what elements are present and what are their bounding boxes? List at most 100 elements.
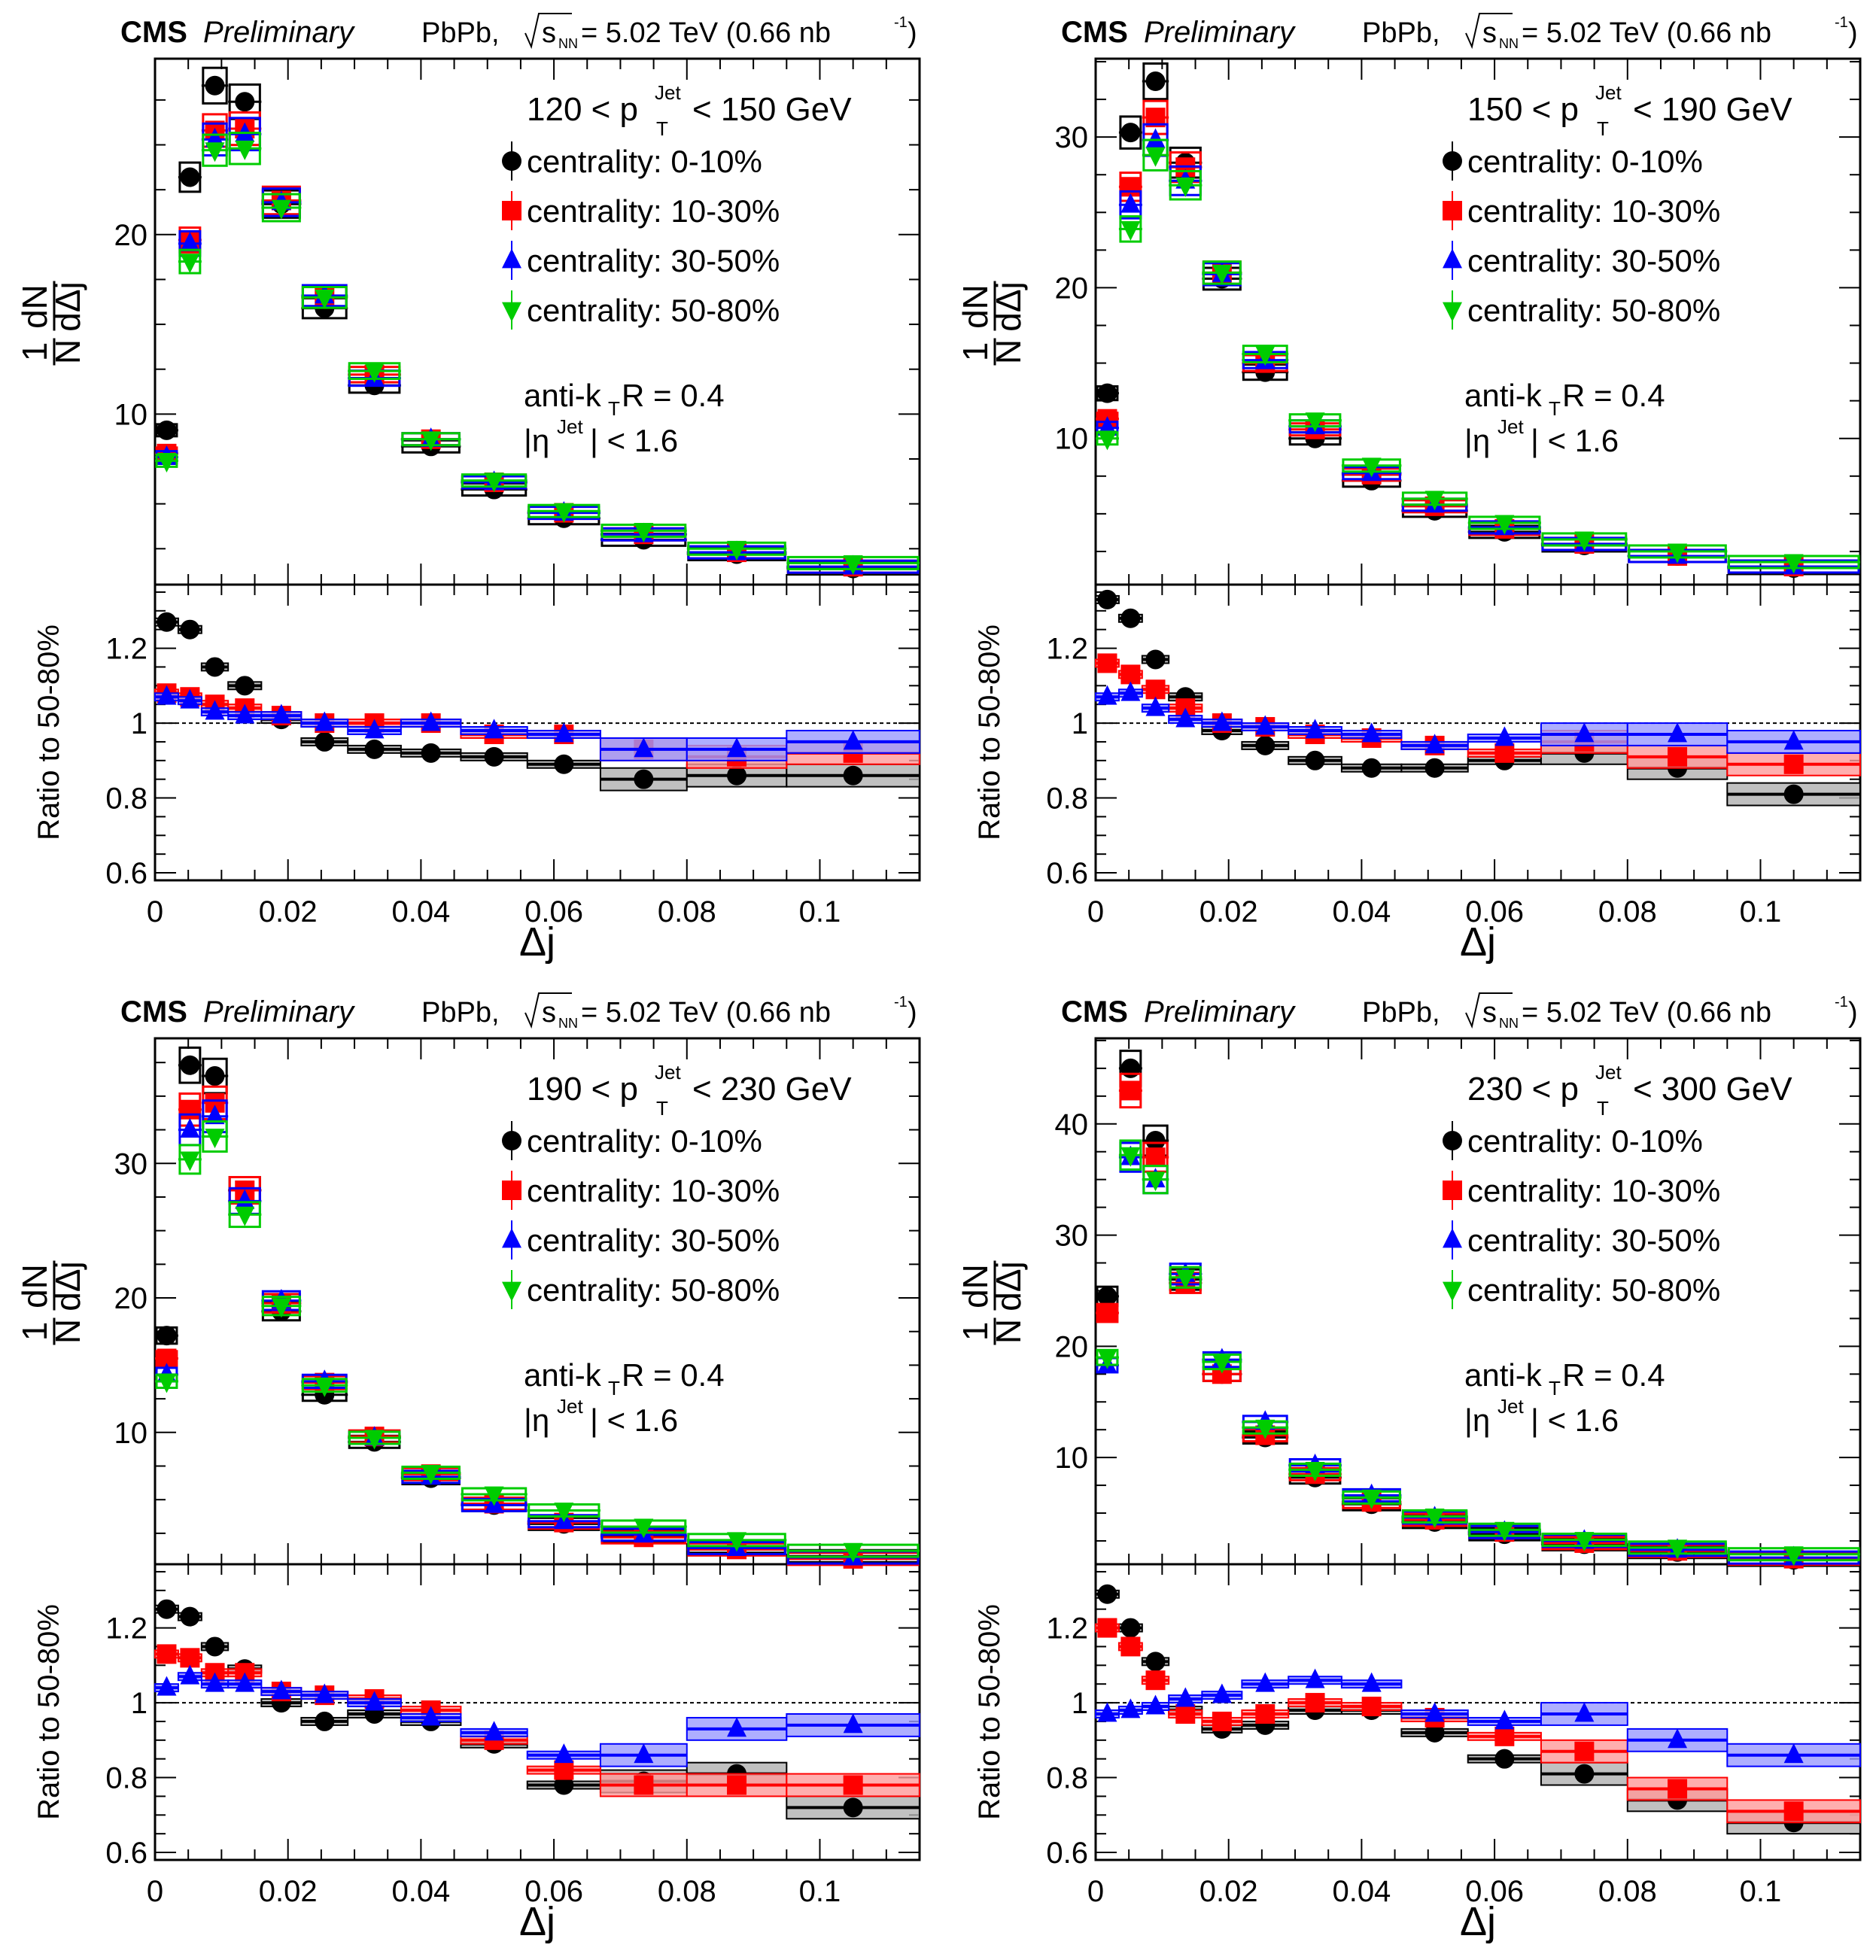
data-point — [205, 1105, 225, 1125]
data-point — [1145, 1171, 1166, 1192]
legend-marker — [1443, 1181, 1462, 1200]
pt-range-superscript: Jet — [1595, 81, 1622, 104]
legend-entry-4: centrality: 50-80% — [502, 1270, 780, 1309]
experiment-label: CMS — [1061, 995, 1128, 1029]
eta-cut-label: |η Jet | < 1.6 — [1464, 1395, 1619, 1438]
ratio-series-3 — [1095, 1668, 1861, 1767]
pt-range-prefix: 190 < p — [527, 1071, 638, 1108]
legend-label: centrality: 10-30% — [1467, 193, 1720, 229]
legend-entry-2: centrality: 10-30% — [1443, 191, 1720, 230]
ratio-data-point — [180, 1664, 200, 1685]
legend-label: centrality: 50-80% — [1467, 293, 1720, 328]
ratio-data-point — [1424, 734, 1445, 754]
data-point — [1145, 1130, 1166, 1150]
legend-marker — [502, 151, 521, 171]
ratio-data-point — [1574, 1764, 1595, 1784]
data-point — [1305, 412, 1325, 433]
ratio-data-point — [1145, 1652, 1166, 1672]
ratio-y-tick-label: 1.2 — [105, 633, 147, 666]
energy-s: s — [1482, 997, 1497, 1029]
ratio-data-point — [1175, 1703, 1196, 1724]
data-point — [157, 1326, 177, 1346]
x-axis-label: Δj — [1460, 919, 1496, 965]
y-tick-label: 10 — [114, 1417, 148, 1450]
data-point — [1145, 147, 1166, 167]
ratio-data-point — [180, 619, 200, 640]
chart-panel-2: CMS Preliminary PbPb, s NN = 5.02 TeV (0.66 n… — [941, 0, 1876, 980]
legend-entry-2: centrality: 10-30% — [502, 1171, 780, 1210]
ratio-y-tick-label: 0.6 — [105, 857, 147, 890]
data-point — [727, 540, 747, 561]
ratio-data-point — [235, 676, 255, 696]
pt-range-label: 190 < p Jet T < 230 GeV — [527, 1061, 852, 1120]
ratio-data-point — [1783, 784, 1804, 804]
eta-superscript: Jet — [1497, 1395, 1524, 1418]
data-point — [1783, 1546, 1804, 1566]
ratio-data-point — [1783, 1801, 1804, 1822]
ratio-data-point — [180, 688, 200, 709]
x-tick-label: 0.02 — [259, 895, 318, 928]
data-point — [205, 1129, 225, 1149]
series-2 — [155, 1085, 920, 1569]
data-point — [1361, 457, 1382, 478]
ratio-data-point — [1668, 746, 1688, 767]
ratio-data-point — [1255, 735, 1275, 755]
data-point — [364, 1430, 385, 1450]
ratio-data-point — [1255, 1703, 1275, 1724]
data-point — [1574, 531, 1595, 552]
x-tick-label: 0 — [147, 895, 163, 928]
data-point — [843, 1542, 863, 1563]
legend-marker — [1443, 1131, 1462, 1150]
ratio-data-point — [554, 754, 574, 774]
data-point — [1120, 193, 1141, 213]
chart-panel-4: CMS Preliminary PbPb, s NN = 5.02 TeV (0.66 n… — [941, 980, 1876, 1959]
legend-entry-2: centrality: 10-30% — [1443, 1171, 1720, 1210]
ratio-data-point — [271, 1679, 291, 1700]
legend-label: centrality: 0-10% — [1467, 144, 1703, 179]
data-point — [421, 1465, 441, 1485]
x-tick-label: 0 — [147, 1875, 163, 1908]
ratio-data-point — [1574, 1741, 1595, 1761]
ratio-data-point — [205, 1672, 225, 1692]
ratio-data-point — [180, 1648, 200, 1668]
ratio-data-point — [157, 612, 177, 632]
ratio-data-point — [727, 1775, 747, 1795]
pt-range-suffix: < 190 GeV — [1633, 91, 1792, 128]
ratio-y-tick-label: 0.8 — [105, 1762, 147, 1795]
legend-marker — [502, 1181, 521, 1200]
y-tick-label: 20 — [114, 219, 148, 252]
chart-svg: CMS Preliminary PbPb, s NN = 5.02 TeV (0.66 n… — [956, 992, 1862, 1944]
data-point — [484, 1486, 504, 1506]
ratio-data-point — [1120, 1618, 1141, 1638]
ylabel-dn: dN — [956, 284, 995, 329]
ratio-data-point — [1120, 681, 1141, 701]
ratio-data-point — [1097, 1618, 1117, 1638]
ratio-data-point — [315, 731, 335, 752]
data-point — [1097, 1286, 1117, 1306]
data-point — [235, 1206, 255, 1226]
ratio-data-point — [1097, 685, 1117, 705]
ratio-data-point — [1361, 1697, 1382, 1717]
jet-algo-rest: R = 0.4 — [622, 1357, 725, 1393]
data-point — [1574, 1532, 1595, 1552]
energy-subscript: NN — [558, 1016, 578, 1031]
ratio-data-point — [180, 1606, 200, 1627]
ratio-data-point — [554, 1775, 574, 1795]
x-tick-label: 0.1 — [1740, 1875, 1782, 1908]
x-axis-label: Δj — [1460, 1899, 1496, 1944]
legend-label: centrality: 50-80% — [1467, 1272, 1720, 1308]
x-tick-label: 0.04 — [1332, 895, 1391, 928]
data-point — [1145, 128, 1166, 148]
data-point — [1212, 265, 1232, 285]
eta-rest: | < 1.6 — [590, 423, 678, 458]
ylabel-dn: dN — [15, 284, 54, 329]
lumi-superscript: -1 — [894, 14, 908, 31]
ratio-data-point — [727, 765, 747, 786]
ratio-data-point — [421, 743, 441, 763]
energy-subscript: NN — [1499, 36, 1519, 51]
ratio-data-point — [554, 1760, 574, 1780]
pt-range-prefix: 150 < p — [1467, 91, 1579, 128]
pt-range-label: 120 < p Jet T < 150 GeV — [527, 81, 852, 140]
ratio-series-3 — [154, 1664, 920, 1767]
